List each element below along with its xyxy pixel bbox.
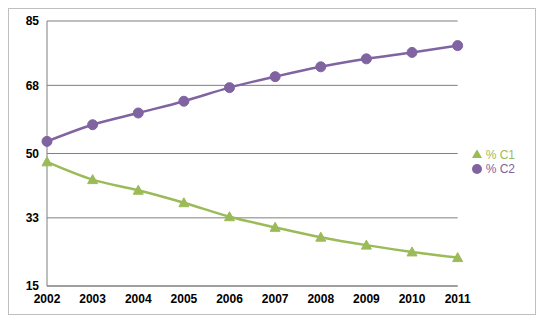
svg-text:2009: 2009 — [353, 292, 380, 306]
svg-text:2007: 2007 — [262, 292, 289, 306]
svg-text:2004: 2004 — [125, 292, 152, 306]
svg-text:2003: 2003 — [79, 292, 106, 306]
svg-text:50: 50 — [26, 147, 40, 161]
svg-text:15: 15 — [26, 279, 40, 293]
svg-text:2010: 2010 — [399, 292, 426, 306]
html-text:% C2: % C2 — [485, 161, 515, 176]
svg-text:2005: 2005 — [171, 292, 198, 306]
svg-text:2008: 2008 — [307, 292, 334, 306]
svg-text:2002: 2002 — [34, 292, 61, 306]
html-text:% C1: % C1 — [485, 147, 515, 162]
svg-text:2006: 2006 — [216, 292, 243, 306]
svg-text:33: 33 — [26, 211, 40, 225]
svg-text:2011: 2011 — [445, 292, 471, 306]
svg-text:68: 68 — [26, 79, 40, 93]
svg-text:85: 85 — [26, 14, 40, 28]
